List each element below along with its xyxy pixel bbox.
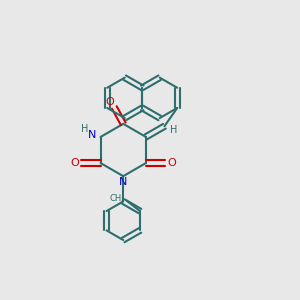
Text: O: O bbox=[70, 158, 79, 168]
Text: H: H bbox=[170, 125, 178, 135]
Text: H: H bbox=[81, 124, 88, 134]
Text: CH₃: CH₃ bbox=[109, 194, 125, 203]
Text: O: O bbox=[106, 97, 114, 106]
Text: N: N bbox=[119, 177, 128, 187]
Text: N: N bbox=[88, 130, 96, 140]
Text: O: O bbox=[167, 158, 176, 168]
